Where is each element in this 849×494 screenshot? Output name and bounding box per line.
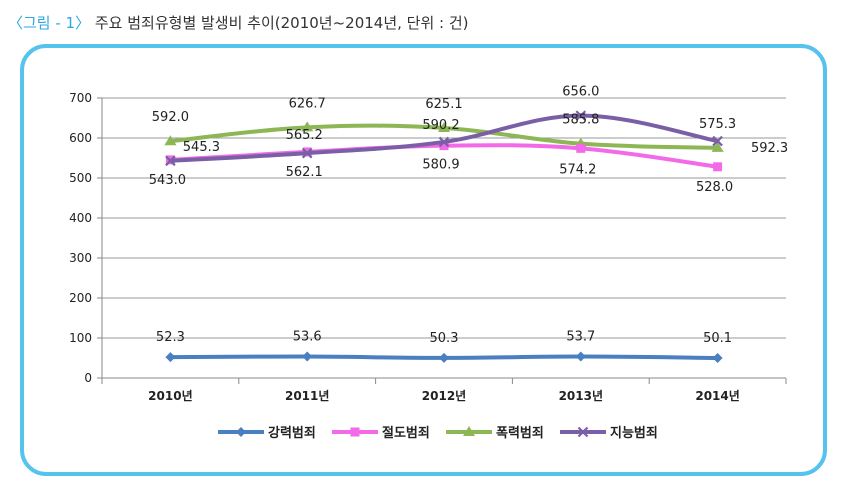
point-marker: [301, 121, 314, 132]
point-marker: [439, 352, 449, 363]
data-label: 545.3: [183, 140, 220, 155]
point-marker: [164, 135, 177, 146]
point-marker: [712, 135, 723, 147]
x-tick-label: 2014년: [695, 389, 739, 403]
data-label: 543.0: [149, 173, 186, 188]
data-label: 656.0: [562, 85, 599, 100]
data-label: 565.2: [286, 128, 323, 143]
legend-entry: 강력범죄: [268, 425, 316, 441]
figure-caption: 〈그림 - 1〉 주요 범죄유형별 발생비 추이(2010년~2014년, 단위…: [8, 12, 469, 33]
figure-title: 주요 범죄유형별 발생비 추이(2010년~2014년, 단위 : 건): [94, 14, 469, 32]
data-label: 626.7: [289, 96, 326, 111]
legend-entry: 절도범죄: [382, 425, 430, 441]
point-marker: [301, 147, 313, 159]
point-marker: [439, 141, 449, 151]
y-tick-label: 500: [69, 171, 92, 185]
data-label: 53.7: [566, 330, 595, 345]
data-label: 625.1: [425, 97, 462, 112]
x-tick-label: 2013년: [559, 389, 603, 403]
point-marker: [350, 427, 360, 437]
data-label: 562.1: [286, 165, 323, 180]
axes: 0 100 200 300 400 500 600 700 2010년 2011년 2012년 201…: [69, 91, 787, 403]
point-marker: [438, 136, 450, 148]
data-label: 585.8: [562, 113, 599, 128]
y-tick-label: 100: [69, 331, 92, 345]
data-label: 590.2: [422, 118, 459, 133]
y-tick-label: 0: [84, 371, 92, 385]
point-marker: [575, 351, 586, 362]
point-marker: [236, 427, 246, 437]
point-marker: [577, 426, 589, 438]
data-label: 574.2: [559, 162, 596, 177]
point-marker: [575, 110, 587, 121]
series-lines: [164, 110, 724, 363]
y-tick-label: 700: [69, 91, 92, 105]
x-tick-label: 2011년: [285, 389, 329, 403]
point-marker: [438, 121, 450, 132]
legend: 강력범죄 절도범죄 폭력범죄 지능범죄: [218, 425, 658, 441]
y-tick-label: 400: [69, 211, 92, 225]
data-label: 50.3: [430, 331, 459, 346]
chart-frame: [20, 44, 827, 476]
gridlines: [102, 97, 786, 339]
point-marker: [711, 141, 724, 152]
legend-entry: 지능범죄: [610, 425, 658, 441]
data-labels: 52.3 53.6 50.3 53.7 50.1 545.3 565.2 580.9 574.2…: [149, 85, 788, 346]
data-label: 592.3: [751, 141, 788, 156]
point-marker: [165, 155, 176, 167]
legend-entry: 폭력범죄: [496, 425, 544, 441]
point-marker: [463, 426, 475, 436]
data-label: 575.3: [699, 117, 736, 132]
data-label: 53.6: [293, 330, 322, 345]
data-label: 50.1: [703, 331, 732, 346]
data-label: 580.9: [422, 158, 459, 173]
y-tick-label: 300: [69, 251, 92, 265]
data-label: 52.3: [156, 330, 185, 345]
point-marker: [302, 351, 313, 362]
x-tick-label: 2012년: [422, 389, 466, 403]
y-tick-label: 200: [69, 291, 92, 305]
point-marker: [165, 352, 176, 363]
data-label: 528.0: [696, 180, 733, 195]
point-marker: [576, 143, 586, 153]
x-tick-label: 2010년: [148, 389, 192, 403]
point-marker: [712, 352, 723, 363]
data-label: 592.0: [152, 110, 189, 125]
point-marker: [713, 162, 723, 172]
y-tick-label: 600: [69, 131, 92, 145]
figure-number: 〈그림 - 1〉: [8, 14, 91, 32]
